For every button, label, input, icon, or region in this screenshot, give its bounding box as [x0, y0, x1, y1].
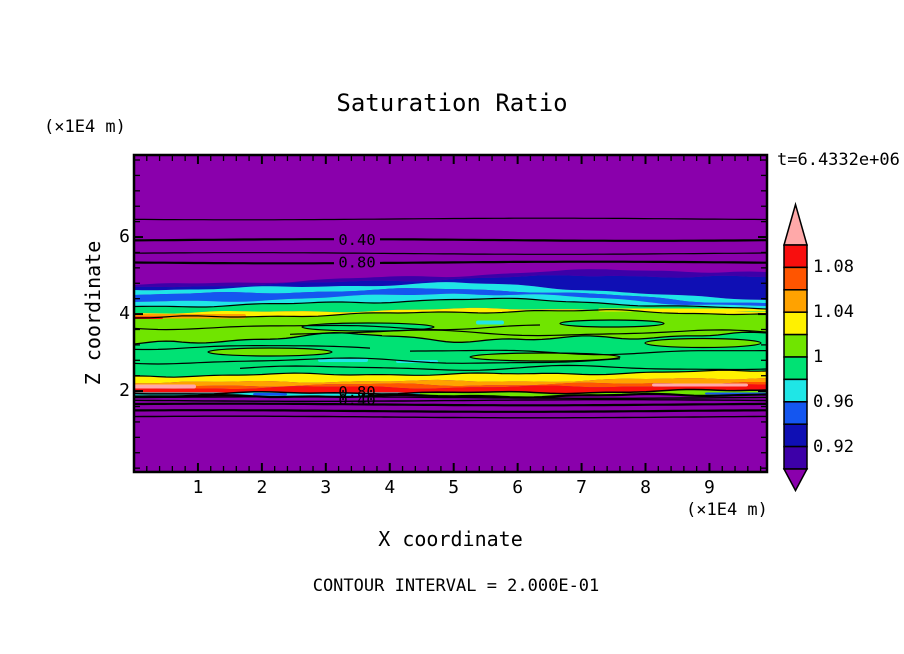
colorbar-segment: [783, 244, 808, 269]
contour-label-halo: [334, 233, 380, 247]
x-tick-label: 8: [640, 477, 651, 498]
contour-band-yellow: [134, 307, 767, 318]
contour-line: [134, 252, 767, 255]
contour-line: [134, 409, 767, 413]
colorbar-tick-label: 1: [813, 347, 824, 367]
colorbar-tick-label: 1.04: [813, 302, 854, 323]
streak-pink: [652, 383, 748, 387]
contour-label: 0.80: [338, 254, 375, 272]
y-axis-unit: (×1E4 m): [44, 117, 126, 137]
field-contour-lines: [134, 324, 767, 371]
contour-line: [134, 309, 767, 319]
x-tick-label: 3: [320, 477, 332, 498]
contour-label-halo: [334, 256, 380, 269]
island-spring: [559, 319, 665, 328]
contour-band-cyan: [134, 282, 767, 303]
contour-band-blue: [134, 288, 767, 306]
contour-band-navy: [134, 275, 767, 300]
timestamp-label: t=6.4332e+06: [777, 150, 900, 170]
colorbar-segment: [783, 289, 808, 313]
contour-label: 0.80: [338, 383, 375, 401]
contour-band-orangered: [134, 382, 767, 389]
colorbar-tick-label: 0.96: [813, 391, 854, 412]
colorbar-tick-label: 1.08: [813, 257, 854, 278]
contour-line: [134, 369, 767, 378]
contour-line: [134, 217, 767, 221]
colorbar-segment: [783, 311, 808, 336]
contour-line: [134, 238, 767, 242]
colorbar-segment: [783, 378, 808, 403]
x-axis-label: X coordinate: [378, 527, 523, 551]
colorbar-over-arrow: [783, 201, 808, 246]
x-tick-label: 7: [576, 477, 587, 498]
contour-label: 0.40: [338, 391, 375, 409]
contour-band-red: [134, 383, 767, 394]
x-axis-unit: (×1E4 m): [686, 500, 768, 520]
colorbar-under-arrow: [782, 468, 809, 493]
contour-line: [134, 388, 767, 395]
contour-line: [134, 402, 767, 407]
colorbar-segment: [783, 423, 808, 448]
island-chartreuse: [644, 337, 762, 349]
x-tick-label: 2: [256, 477, 268, 498]
colorbar-segment: [783, 401, 808, 425]
contour-band-cyan: [134, 293, 767, 309]
axes-frame: [132, 153, 769, 474]
y-tick-label: 2: [119, 380, 130, 402]
colorbar-segment: [783, 445, 808, 470]
colorbar-segment: [783, 356, 808, 381]
colorbar-tick-label: 0.92: [813, 436, 854, 457]
colorbar-segment: [783, 266, 808, 291]
contour-line: [134, 399, 767, 402]
contour-band-chartreuse: [134, 309, 767, 344]
x-tick-label: 6: [512, 477, 524, 498]
x-tick-label: 4: [384, 477, 396, 498]
contour-band-orange: [134, 378, 767, 387]
x-tick-label: 1: [192, 477, 204, 498]
island-chartreuse: [207, 347, 333, 357]
filled-contour-bands: [134, 269, 767, 398]
streak-pink: [134, 384, 196, 389]
contour-line: [134, 297, 767, 310]
streak-cyan: [476, 320, 504, 325]
island-chartreuse: [469, 352, 621, 362]
streak-cyan: [318, 358, 368, 362]
contour-line: [134, 392, 767, 399]
page-title: Saturation Ratio: [336, 89, 568, 117]
y-tick-label: 6: [119, 226, 130, 248]
contour-islands: [207, 319, 762, 362]
x-tick-label: 9: [704, 477, 715, 498]
plot-area: 0.400.800.800.40: [134, 155, 767, 472]
colorbar: [782, 201, 809, 493]
contour-line: [134, 396, 767, 399]
contour-line: [134, 415, 767, 419]
colorbar-segment: [783, 333, 808, 358]
contour-band-violet: [134, 269, 767, 288]
y-tick-label: 4: [119, 303, 130, 325]
contour-band-spring: [134, 298, 767, 314]
contour-label: 0.40: [338, 231, 375, 249]
x-tick-label: 5: [448, 477, 460, 498]
contour-interval-note: CONTOUR INTERVAL = 2.000E-01: [312, 576, 600, 596]
contour-line: [134, 260, 767, 265]
streak-blue: [253, 393, 287, 396]
contour-line: [134, 331, 767, 345]
